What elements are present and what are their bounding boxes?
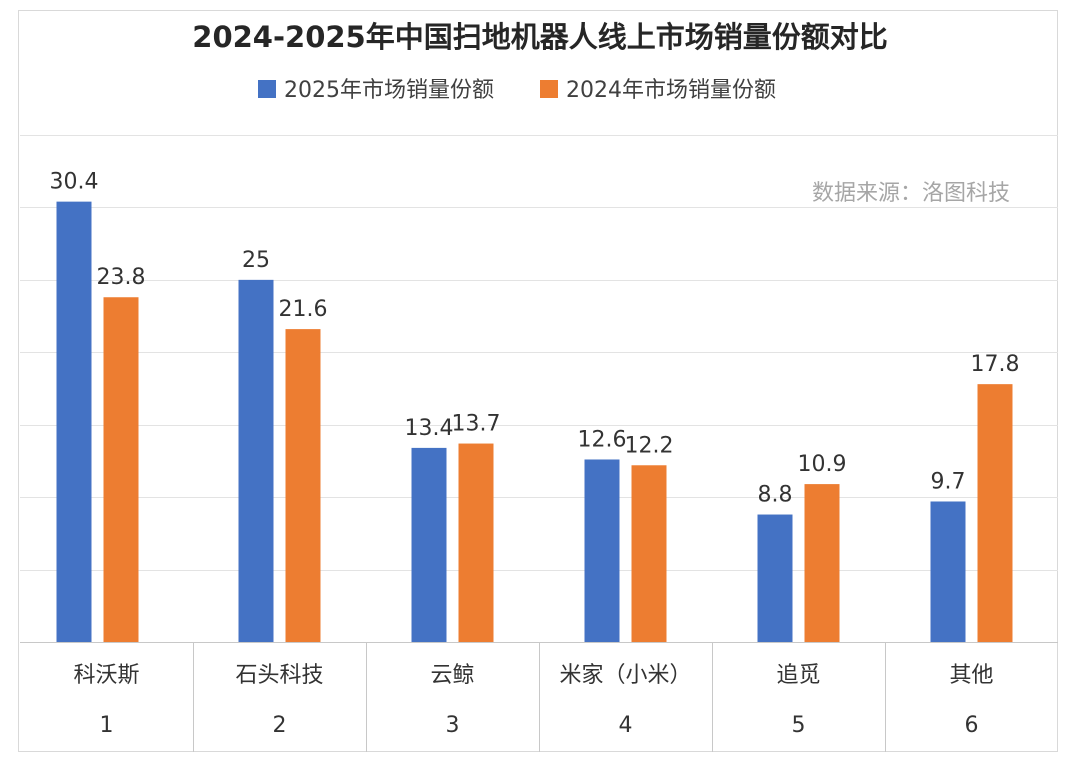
bar-2025-1 (56, 201, 92, 643)
data-label-2025-6: 9.7 (931, 469, 966, 494)
x-axis: 科沃斯 1 石头科技 2 云鲸 3 米家（小米） 4 追觅 5 其他 6 (20, 642, 1058, 752)
legend-swatch-2025 (258, 80, 276, 98)
category-index-6: 6 (965, 713, 979, 738)
bar-2025-4 (584, 459, 620, 642)
category-label-4: 米家（小米） (559, 663, 691, 688)
category-index-1: 1 (100, 713, 114, 738)
bar-2024-3 (458, 443, 494, 642)
data-label-2024-2: 21.6 (279, 297, 328, 322)
category-label-2: 石头科技 (235, 663, 323, 688)
bars (56, 201, 1013, 643)
legend-swatch-2024 (540, 80, 558, 98)
category-index-2: 2 (273, 713, 287, 738)
category-label-3: 云鲸 (430, 663, 474, 688)
bar-2024-6 (977, 384, 1013, 642)
legend: 2025年市场销量份额 2024年市场销量份额 (258, 78, 776, 103)
data-labels: 30.4 23.8 25 21.6 13.413.7 12.612.2 8.810.9 9.7… (50, 170, 1020, 508)
legend-label-2024: 2024年市场销量份额 (566, 78, 776, 103)
data-label-2024-6: 17.8 (971, 352, 1020, 377)
source-note: 数据来源：洛图科技 (812, 181, 1010, 206)
gridlines (20, 135, 1058, 571)
data-label-2024-5: 10.9 (798, 452, 847, 477)
data-label-2025-4: 12.6 (578, 427, 627, 452)
bar-2024-2 (285, 329, 321, 642)
category-index-5: 5 (792, 713, 806, 738)
data-label-2025-5: 8.8 (758, 483, 793, 508)
chart-frame (18, 10, 1058, 752)
bar-2025-3 (411, 447, 447, 642)
bar-2025-2 (238, 279, 274, 642)
bar-2024-5 (804, 484, 840, 642)
bar-2024-4 (631, 465, 667, 642)
bar-2025-5 (757, 514, 793, 642)
bar-2024-1 (103, 297, 139, 642)
category-label-5: 追觅 (776, 663, 820, 688)
category-label-6: 其他 (949, 663, 993, 688)
data-label-2025-3: 13.4 (405, 416, 454, 441)
chart-title: 2024-2025年中国扫地机器人线上市场销量份额对比 (192, 20, 887, 54)
data-label-2025-1: 30.4 (50, 170, 99, 195)
bar-2025-6 (930, 501, 966, 642)
data-label-2024-1: 23.8 (97, 265, 146, 290)
category-index-4: 4 (619, 713, 633, 738)
data-label-2024-4: 12.2 (625, 433, 674, 458)
data-label-2025-2: 25 (242, 248, 270, 273)
data-label-2024-3: 13.7 (452, 412, 501, 437)
category-index-3: 3 (446, 713, 460, 738)
category-label-1: 科沃斯 (73, 663, 139, 688)
legend-label-2025: 2025年市场销量份额 (284, 78, 494, 103)
